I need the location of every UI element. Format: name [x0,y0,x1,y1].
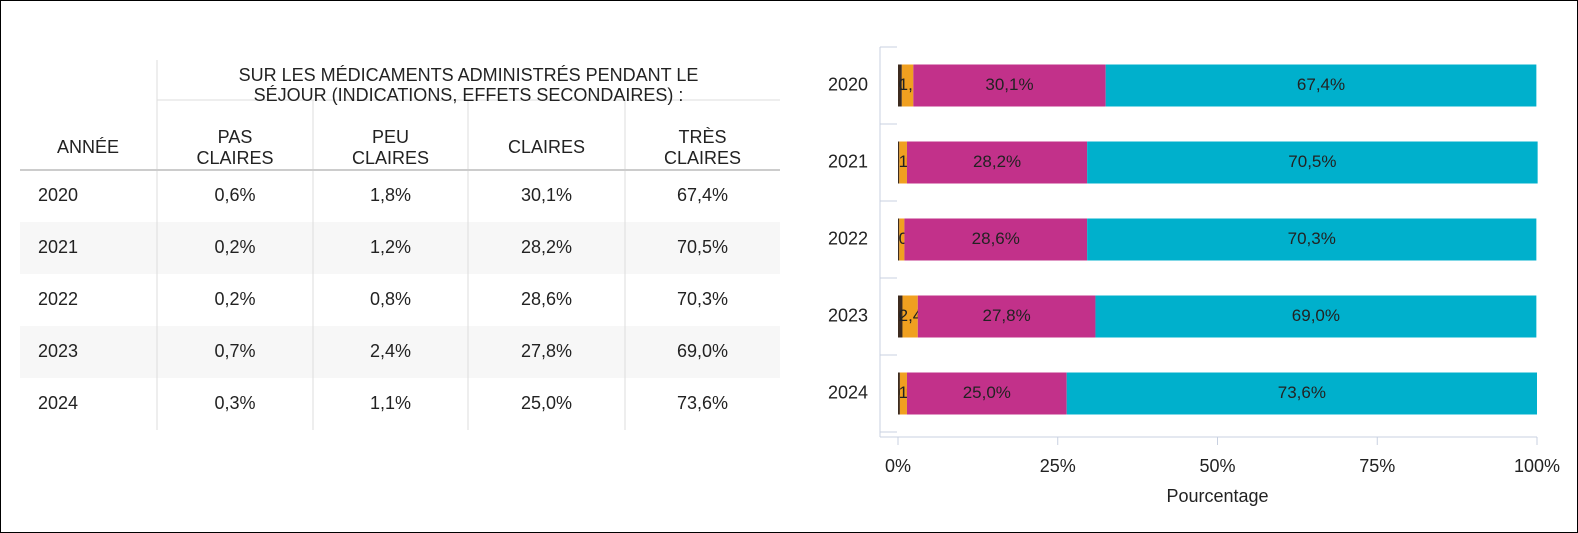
group-header: SÉJOUR (INDICATIONS, EFFETS SECONDAIRES)… [254,85,684,105]
x-tick-label: 100% [1514,456,1560,476]
data-label: 73,6% [1278,383,1326,402]
bar-segment [906,372,1067,415]
cell: 27,8% [521,341,572,361]
column-header: CLAIRES [196,148,273,168]
cell: 67,4% [677,185,728,205]
cell: 70,3% [677,289,728,309]
cell: 2,4% [370,341,411,361]
cell: 28,6% [521,289,572,309]
cell: 2021 [38,237,78,257]
bar-segment [902,295,918,338]
column-header: CLAIRES [352,148,429,168]
x-tick-label: 75% [1359,456,1395,476]
column-header: TRÈS [678,127,726,147]
x-axis-label: Pourcentage [1166,486,1268,506]
data-label: 70,5% [1288,152,1336,171]
cell: 1,1% [370,393,411,413]
cell: 25,0% [521,393,572,413]
column-header: CLAIRES [664,148,741,168]
cell: 70,5% [677,237,728,257]
bar-segment [898,141,900,184]
bar-segment [1095,295,1537,338]
cell: 0,2% [214,289,255,309]
data-label: 28,6% [972,229,1020,248]
y-tick-label: 2020 [828,74,868,94]
x-tick-label: 0% [885,456,911,476]
y-tick-label: 2024 [828,382,868,402]
cell: 2024 [38,393,78,413]
bar-segment [898,218,900,261]
row-bg [20,326,780,378]
cell: 30,1% [521,185,572,205]
bar-segment [1066,372,1537,415]
bar-segment [1105,64,1537,107]
group-header: SUR LES MÉDICAMENTS ADMINISTRÉS PENDANT … [239,65,699,85]
x-tick-label: 50% [1199,456,1235,476]
bar-segment [898,64,902,107]
bar-segment [898,372,900,415]
cell: 0,8% [370,289,411,309]
cell: 28,2% [521,237,572,257]
data-label: 67,4% [1297,75,1345,94]
data-label: 70,3% [1288,229,1336,248]
column-header: CLAIRES [508,137,585,157]
data-label: 69,0% [1292,306,1340,325]
bar-segment [901,64,914,107]
cell: 0,7% [214,341,255,361]
y-tick-label: 2023 [828,305,868,325]
column-header: PAS [218,127,253,147]
cell: 73,6% [677,393,728,413]
cell: 69,0% [677,341,728,361]
row-bg [20,222,780,274]
bar-segment [904,218,1088,261]
column-header: PEU [372,127,409,147]
cell: 0,3% [214,393,255,413]
bar-segment [899,372,907,415]
bar-segment [917,295,1096,338]
cell: 0,2% [214,237,255,257]
cell: 2023 [38,341,78,361]
cell: 1,8% [370,185,411,205]
y-tick-label: 2022 [828,228,868,248]
bar-segment [1087,218,1537,261]
bar-segment [899,141,907,184]
x-tick-label: 25% [1040,456,1076,476]
bar-segment [913,64,1106,107]
data-label: 25,0% [963,383,1011,402]
bar-segment [1087,141,1538,184]
cell: 2022 [38,289,78,309]
y-tick-label: 2021 [828,151,868,171]
cell: 0,6% [214,185,255,205]
cell: 2020 [38,185,78,205]
data-label: 28,2% [973,152,1021,171]
bar-segment [898,295,903,338]
data-label: 27,8% [983,306,1031,325]
data-label: 30,1% [985,75,1033,94]
column-header: ANNÉE [57,137,119,157]
bar-segment [899,218,905,261]
bar-segment [906,141,1088,184]
cell: 1,2% [370,237,411,257]
